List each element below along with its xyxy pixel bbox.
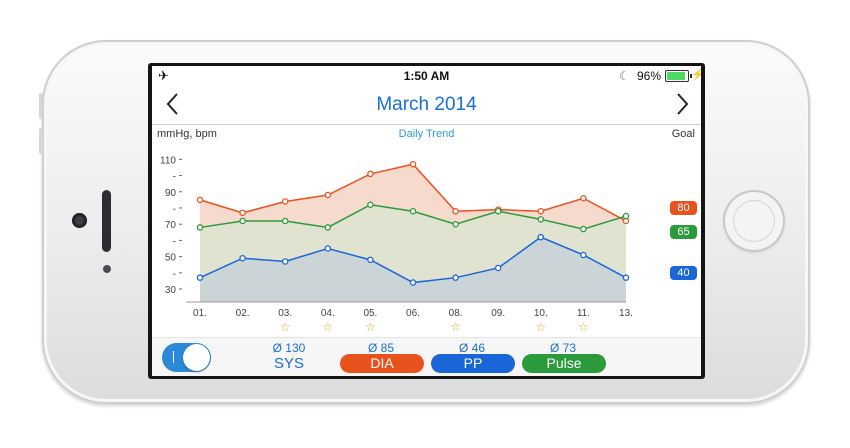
airplane-icon: ✈ <box>158 68 169 83</box>
battery-tip <box>690 74 692 78</box>
sys-series-button[interactable]: SYS <box>273 355 304 372</box>
x-tick-label: 13. <box>619 308 633 319</box>
star-icon: ☆ <box>365 320 376 334</box>
y-tick-label: 110 <box>160 155 176 166</box>
y-tick-label: 70 <box>165 220 177 231</box>
chart-title: Daily Trend <box>398 128 455 140</box>
y-tick-label: 50 <box>165 253 177 264</box>
battery-icon <box>665 70 692 82</box>
sys-point <box>367 256 374 264</box>
x-tick-label: 08. <box>449 308 463 319</box>
pp-series-button[interactable]: PP <box>431 354 515 373</box>
pulse-point <box>622 212 630 220</box>
chevron-left-icon <box>166 93 178 115</box>
dia-goal-badge: 80 <box>670 200 697 215</box>
x-tick-label: 02. <box>236 308 250 319</box>
toggle-on-mark <box>173 351 174 363</box>
moon-icon: ☾ <box>619 69 630 83</box>
goal-label: Goal <box>671 128 695 140</box>
app-screen: ✈ 1:50 AM ☾ 96% ⚡ March 2014 mmHg, bpm D… <box>152 66 701 376</box>
status-bar: ✈ 1:50 AM ☾ 96% ⚡ <box>152 66 701 86</box>
proximity-sensor <box>103 265 111 273</box>
sys-point <box>281 258 289 265</box>
pulse-average: Ø 73 <box>549 341 576 355</box>
star-icon: ☆ <box>280 320 291 334</box>
nav-bar: March 2014 <box>152 86 701 125</box>
x-tick-label: 01. <box>193 308 207 319</box>
pulse-goal-badge: 65 <box>670 225 697 240</box>
x-tick-label: 05. <box>363 308 377 319</box>
sys-point <box>537 233 545 241</box>
dia-average: Ø 85 <box>367 341 394 355</box>
sys-point <box>196 274 204 281</box>
x-tick-label: 11. <box>577 308 590 319</box>
chevron-right-icon <box>677 93 689 115</box>
front-camera <box>72 213 87 228</box>
chart-unit-label: mmHg, bpm <box>157 128 217 140</box>
dia-point <box>324 191 332 199</box>
y-tick-label: - <box>173 204 176 215</box>
x-tick-label: 03. <box>278 308 292 319</box>
star-icon: ☆ <box>578 320 589 334</box>
legend-bar: Ø 130 SYS Ø 85 DIA Ø 46 PP Ø 73 Pulse <box>152 337 701 376</box>
pulse-point <box>367 201 374 208</box>
sys-point <box>409 279 417 286</box>
dia-point <box>580 195 587 202</box>
star-icon: ☆ <box>450 320 461 334</box>
sys-point <box>622 274 630 281</box>
x-tick-label: 04. <box>321 308 335 319</box>
pulse-point <box>494 207 502 215</box>
dia-point <box>281 198 289 205</box>
pulse-point <box>409 207 417 215</box>
pulse-point <box>537 216 545 223</box>
prev-month-button[interactable] <box>164 91 182 117</box>
sys-point <box>580 251 587 259</box>
pulse-point <box>580 225 587 233</box>
dia-point <box>409 160 417 168</box>
toggle-knob <box>183 344 210 371</box>
pp-average: Ø 46 <box>458 341 485 355</box>
star-icon: ☆ <box>535 320 546 334</box>
dia-point <box>239 209 246 217</box>
earpiece-speaker <box>102 190 111 252</box>
dia-point <box>452 207 459 215</box>
y-tick-label: - <box>173 172 176 183</box>
next-month-button[interactable] <box>673 91 691 117</box>
sys-point <box>452 274 459 281</box>
y-tick-label: - <box>173 236 176 247</box>
charging-bolt-icon: ⚡ <box>691 69 701 81</box>
dia-point <box>196 196 204 204</box>
pulse-point <box>281 217 289 225</box>
dia-point <box>367 170 374 178</box>
pulse-point <box>239 217 246 225</box>
battery-fill <box>667 72 686 80</box>
x-tick-label: 10. <box>534 308 548 319</box>
volume-button <box>39 128 43 154</box>
star-icon: ☆ <box>322 320 333 334</box>
month-title: March 2014 <box>376 94 477 115</box>
pulse-series-button[interactable]: Pulse <box>522 354 606 373</box>
pulse-point <box>324 224 332 231</box>
sys-point <box>239 254 246 262</box>
pulse-point <box>452 220 459 228</box>
battery-percent: 96% <box>637 69 662 83</box>
sys-point <box>494 264 502 272</box>
home-button-ring <box>733 200 775 242</box>
home-button[interactable] <box>723 190 785 252</box>
dia-series-button[interactable]: DIA <box>340 354 424 373</box>
dia-point <box>537 207 545 215</box>
volume-button <box>39 93 43 119</box>
sys-average: Ø 130 <box>272 341 306 355</box>
pulse-point <box>196 224 204 231</box>
y-tick-label: 30 <box>165 285 177 296</box>
sys-point <box>324 245 332 252</box>
y-tick-label: 90 <box>165 188 177 199</box>
x-tick-label: 09. <box>491 308 505 319</box>
sys-goal-badge: 40 <box>670 265 697 280</box>
status-time: 1:50 AM <box>403 69 450 83</box>
y-tick-label: - <box>173 269 176 280</box>
x-tick-label: 06. <box>406 308 420 319</box>
display-toggle[interactable] <box>162 343 211 372</box>
